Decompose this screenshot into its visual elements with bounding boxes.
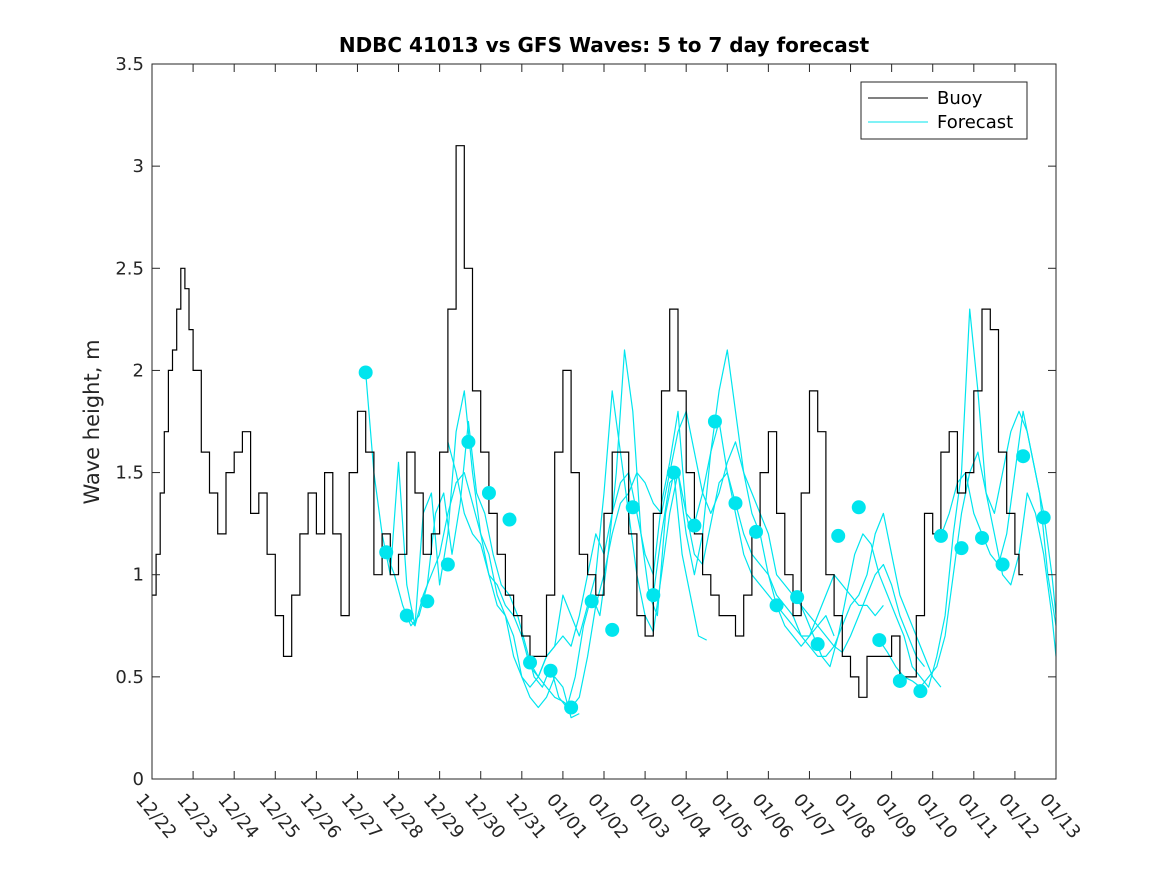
x-tick-label: 12/25 <box>254 790 303 843</box>
x-tick-label: 01/11 <box>953 790 1002 843</box>
x-tick-label: 01/08 <box>830 790 879 843</box>
forecast-marker <box>564 700 579 715</box>
x-tick-label: 01/02 <box>583 790 632 843</box>
x-tick-label: 12/31 <box>501 790 550 843</box>
x-tick-label: 12/22 <box>131 790 180 843</box>
x-tick-label: 12/23 <box>172 790 221 843</box>
forecast-marker <box>1036 510 1051 525</box>
forecast-marker <box>358 365 373 380</box>
x-tick-label: 01/13 <box>1035 790 1084 843</box>
forecast-marker <box>646 588 661 603</box>
forecast-marker <box>666 465 681 480</box>
forecast-marker <box>810 637 825 652</box>
forecast-marker <box>440 557 455 572</box>
y-tick-label: 1 <box>133 565 144 586</box>
y-axis-label: Wave height, m <box>80 339 104 504</box>
x-tick-label: 12/30 <box>460 790 509 843</box>
forecast-marker <box>933 528 948 543</box>
forecast-marker <box>605 622 620 637</box>
forecast-marker <box>707 414 722 429</box>
legend-box <box>860 81 1028 140</box>
y-tick-label: 0 <box>133 769 144 790</box>
forecast-marker <box>502 512 517 527</box>
forecast-marker <box>769 598 784 613</box>
forecast-marker <box>975 530 990 545</box>
y-tick-label: 3.5 <box>115 54 144 75</box>
x-tick-label: 01/01 <box>542 790 591 843</box>
forecast-marker <box>913 684 928 699</box>
forecast-marker <box>420 594 435 609</box>
plot-background <box>152 64 1056 779</box>
x-tick-label: 01/09 <box>871 790 920 843</box>
legend-forecast-label: Forecast <box>937 112 1013 133</box>
forecast-marker <box>399 608 414 623</box>
forecast-marker <box>1016 449 1031 464</box>
x-tick-label: 01/05 <box>706 790 755 843</box>
forecast-marker <box>749 524 764 539</box>
forecast-series-line <box>796 308 1057 688</box>
forecast-series-line <box>447 410 884 688</box>
x-tick-label: 01/04 <box>665 790 714 843</box>
forecast-marker <box>687 518 702 533</box>
forecast-marker <box>954 541 969 556</box>
forecast-marker <box>892 673 907 688</box>
chart-title: NDBC 41013 vs GFS Waves: 5 to 7 day fore… <box>339 33 870 57</box>
x-tick-label: 12/27 <box>337 790 386 843</box>
x-tick-label: 12/29 <box>419 790 468 843</box>
forecast-marker <box>625 500 640 515</box>
buoy-line <box>152 145 1024 698</box>
forecast-marker <box>790 590 805 605</box>
forecast-marker <box>481 486 496 500</box>
forecast-marker <box>995 557 1010 572</box>
x-tick-label: 01/07 <box>789 790 838 843</box>
forecast-markers <box>358 365 1051 715</box>
x-tick-label: 01/06 <box>748 790 797 843</box>
forecast-marker <box>584 594 599 609</box>
y-tick-label: 1.5 <box>115 463 144 484</box>
forecast-series-line <box>652 420 942 688</box>
y-tick-label: 2.5 <box>115 258 144 279</box>
x-tick-label: 12/28 <box>378 790 427 843</box>
x-tick-label: 12/24 <box>213 790 262 843</box>
x-tick-label: 12/26 <box>296 790 345 843</box>
x-tick-label: 01/03 <box>624 790 673 843</box>
y-tick-label: 0.5 <box>115 667 144 688</box>
y-tick-label: 3 <box>133 156 144 177</box>
legend: Buoy Forecast <box>860 81 1028 140</box>
y-axis-ticks: 0 0.5 1 1.5 2 2.5 3 3.5 <box>115 54 1056 790</box>
forecast-marker <box>851 500 866 515</box>
x-tick-label: 01/10 <box>912 790 961 843</box>
y-tick-label: 2 <box>133 360 144 381</box>
forecast-marker <box>872 633 887 648</box>
forecast-marker <box>461 434 476 449</box>
forecast-marker <box>523 655 538 670</box>
buoy-series-line <box>152 145 1024 698</box>
legend-buoy-label: Buoy <box>937 88 983 109</box>
forecast-marker <box>379 545 394 560</box>
forecast-marker <box>728 496 743 511</box>
plot-area: 00.511.522.533.5 12/2212/2312/2412/2512/… <box>115 54 1084 843</box>
x-tick-label: 01/12 <box>994 790 1043 843</box>
forecast-marker <box>831 528 846 543</box>
forecast-series-line <box>365 372 580 719</box>
forecast-marker <box>543 663 558 678</box>
